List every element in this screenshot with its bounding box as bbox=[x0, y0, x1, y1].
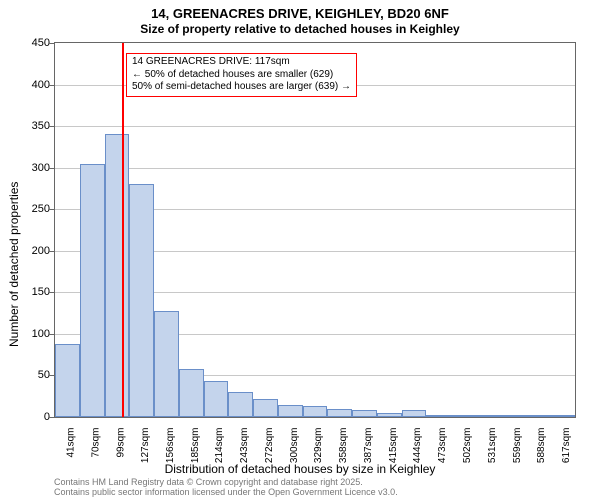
x-tick-label: 559sqm bbox=[512, 428, 523, 464]
x-tick-label: 99sqm bbox=[115, 428, 126, 458]
y-tick-label: 300 bbox=[20, 162, 50, 174]
x-tick-label: 272sqm bbox=[264, 428, 275, 464]
histogram-bar bbox=[204, 381, 229, 417]
histogram-bar bbox=[550, 415, 575, 417]
y-tick-mark bbox=[49, 375, 54, 376]
x-tick-label: 243sqm bbox=[239, 428, 250, 464]
gridline-h bbox=[55, 126, 575, 127]
annotation-line-3: 50% of semi-detached houses are larger (… bbox=[132, 81, 351, 94]
histogram-bar bbox=[303, 406, 328, 417]
y-tick-mark bbox=[49, 209, 54, 210]
histogram-bar bbox=[327, 409, 352, 417]
x-tick-label: 185sqm bbox=[190, 428, 201, 464]
x-tick-label: 127sqm bbox=[140, 428, 151, 464]
x-axis-label: Distribution of detached houses by size … bbox=[0, 462, 600, 476]
histogram-bar bbox=[129, 184, 154, 417]
chart-footer: Contains HM Land Registry data © Crown c… bbox=[54, 478, 398, 498]
y-tick-label: 100 bbox=[20, 328, 50, 340]
histogram-bar bbox=[377, 413, 402, 417]
plot-area: 14 GREENACRES DRIVE: 117sqm← 50% of deta… bbox=[54, 42, 576, 418]
histogram-bar bbox=[476, 415, 501, 417]
y-tick-label: 0 bbox=[20, 411, 50, 423]
x-tick-label: 300sqm bbox=[289, 428, 300, 464]
x-tick-label: 415sqm bbox=[388, 428, 399, 464]
histogram-chart: 14, GREENACRES DRIVE, KEIGHLEY, BD20 6NF… bbox=[0, 0, 600, 500]
x-tick-label: 214sqm bbox=[214, 428, 225, 464]
x-tick-label: 531sqm bbox=[487, 428, 498, 464]
x-tick-label: 358sqm bbox=[338, 428, 349, 464]
y-tick-label: 350 bbox=[20, 120, 50, 132]
x-tick-label: 473sqm bbox=[437, 428, 448, 464]
y-tick-label: 50 bbox=[20, 369, 50, 381]
annotation-box: 14 GREENACRES DRIVE: 117sqm← 50% of deta… bbox=[126, 53, 357, 97]
annotation-line-2: ← 50% of detached houses are smaller (62… bbox=[132, 69, 351, 82]
x-tick-label: 502sqm bbox=[462, 428, 473, 464]
footer-line-2: Contains public sector information licen… bbox=[54, 488, 398, 498]
histogram-bar bbox=[525, 415, 550, 417]
y-tick-mark bbox=[49, 126, 54, 127]
y-tick-mark bbox=[49, 168, 54, 169]
y-tick-label: 200 bbox=[20, 245, 50, 257]
x-tick-label: 329sqm bbox=[314, 428, 325, 464]
y-tick-mark bbox=[49, 85, 54, 86]
chart-title-main: 14, GREENACRES DRIVE, KEIGHLEY, BD20 6NF bbox=[0, 6, 600, 21]
histogram-bar bbox=[179, 369, 204, 417]
chart-title-sub: Size of property relative to detached ho… bbox=[0, 22, 600, 36]
y-tick-label: 400 bbox=[20, 79, 50, 91]
x-tick-label: 387sqm bbox=[363, 428, 374, 464]
y-tick-label: 150 bbox=[20, 286, 50, 298]
histogram-bar bbox=[352, 410, 377, 417]
property-marker-line bbox=[122, 43, 124, 417]
histogram-bar bbox=[426, 415, 451, 417]
y-tick-label: 250 bbox=[20, 203, 50, 215]
histogram-bar bbox=[451, 415, 476, 417]
y-axis-label: Number of detached properties bbox=[7, 182, 21, 347]
x-tick-label: 156sqm bbox=[165, 428, 176, 464]
x-tick-label: 588sqm bbox=[536, 428, 547, 464]
y-tick-label: 450 bbox=[20, 37, 50, 49]
y-tick-mark bbox=[49, 43, 54, 44]
histogram-bar bbox=[278, 405, 303, 417]
annotation-line-1: 14 GREENACRES DRIVE: 117sqm bbox=[132, 56, 351, 69]
histogram-bar bbox=[228, 392, 253, 417]
y-tick-mark bbox=[49, 292, 54, 293]
x-tick-label: 70sqm bbox=[91, 428, 102, 458]
histogram-bar bbox=[402, 410, 427, 417]
histogram-bar bbox=[55, 344, 80, 417]
histogram-bar bbox=[154, 311, 179, 417]
x-tick-label: 41sqm bbox=[66, 428, 77, 458]
y-tick-mark bbox=[49, 251, 54, 252]
x-tick-label: 617sqm bbox=[561, 428, 572, 464]
histogram-bar bbox=[253, 399, 278, 417]
histogram-bar bbox=[80, 164, 105, 417]
y-tick-mark bbox=[49, 417, 54, 418]
histogram-bar bbox=[105, 134, 130, 417]
histogram-bar bbox=[501, 415, 526, 417]
gridline-h bbox=[55, 168, 575, 169]
x-tick-label: 444sqm bbox=[413, 428, 424, 464]
y-tick-mark bbox=[49, 334, 54, 335]
